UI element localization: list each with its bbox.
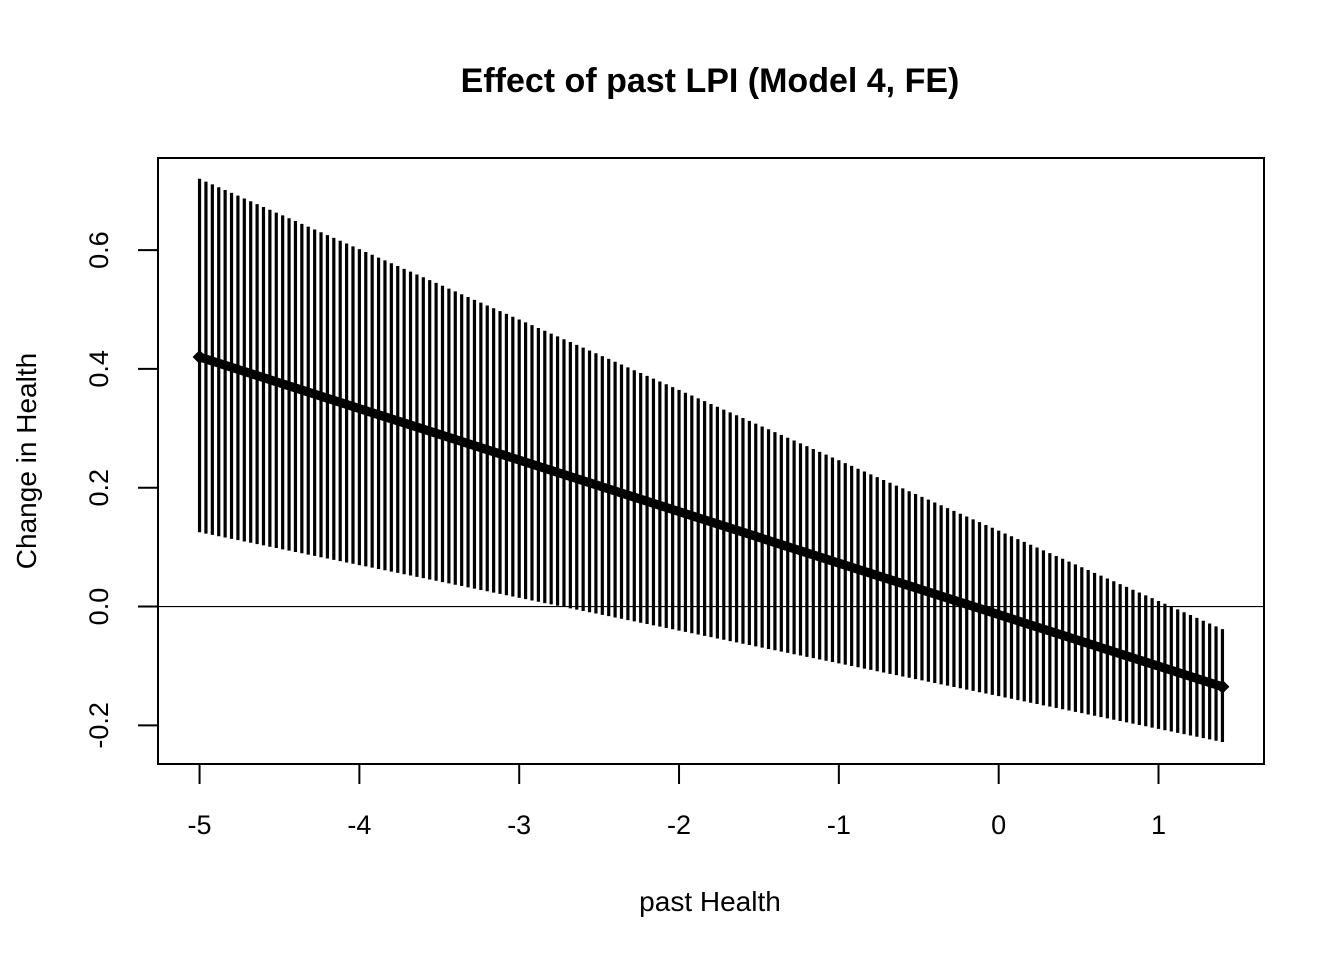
estimate-start-marker xyxy=(192,350,207,365)
estimate-end-marker xyxy=(1215,679,1230,694)
x-axis-label: past Health xyxy=(639,886,781,917)
y-axis-label: Change in Health xyxy=(11,353,42,569)
x-tick-label: -2 xyxy=(667,810,691,840)
y-tick-label: 0.0 xyxy=(84,588,114,626)
chart-title: Effect of past LPI (Model 4, FE) xyxy=(461,62,960,100)
x-tick-label: -4 xyxy=(347,810,371,840)
estimate-line xyxy=(198,352,1224,692)
x-tick-label: 0 xyxy=(991,810,1006,840)
y-tick-label: -0.2 xyxy=(84,702,114,749)
y-axis: -0.2 0.0 0.2 0.4 0.6 xyxy=(84,231,159,749)
y-tick-label: 0.4 xyxy=(84,350,114,388)
x-tick-label: -5 xyxy=(188,810,212,840)
x-axis: -5 -4 -3 -2 -1 0 1 xyxy=(188,763,1166,840)
x-tick-label: 1 xyxy=(1151,810,1166,840)
plot-area xyxy=(158,178,1264,743)
x-tick-label: -3 xyxy=(507,810,531,840)
y-tick-label: 0.6 xyxy=(84,231,114,269)
x-tick-label: -1 xyxy=(827,810,851,840)
y-tick-label: 0.2 xyxy=(84,469,114,507)
